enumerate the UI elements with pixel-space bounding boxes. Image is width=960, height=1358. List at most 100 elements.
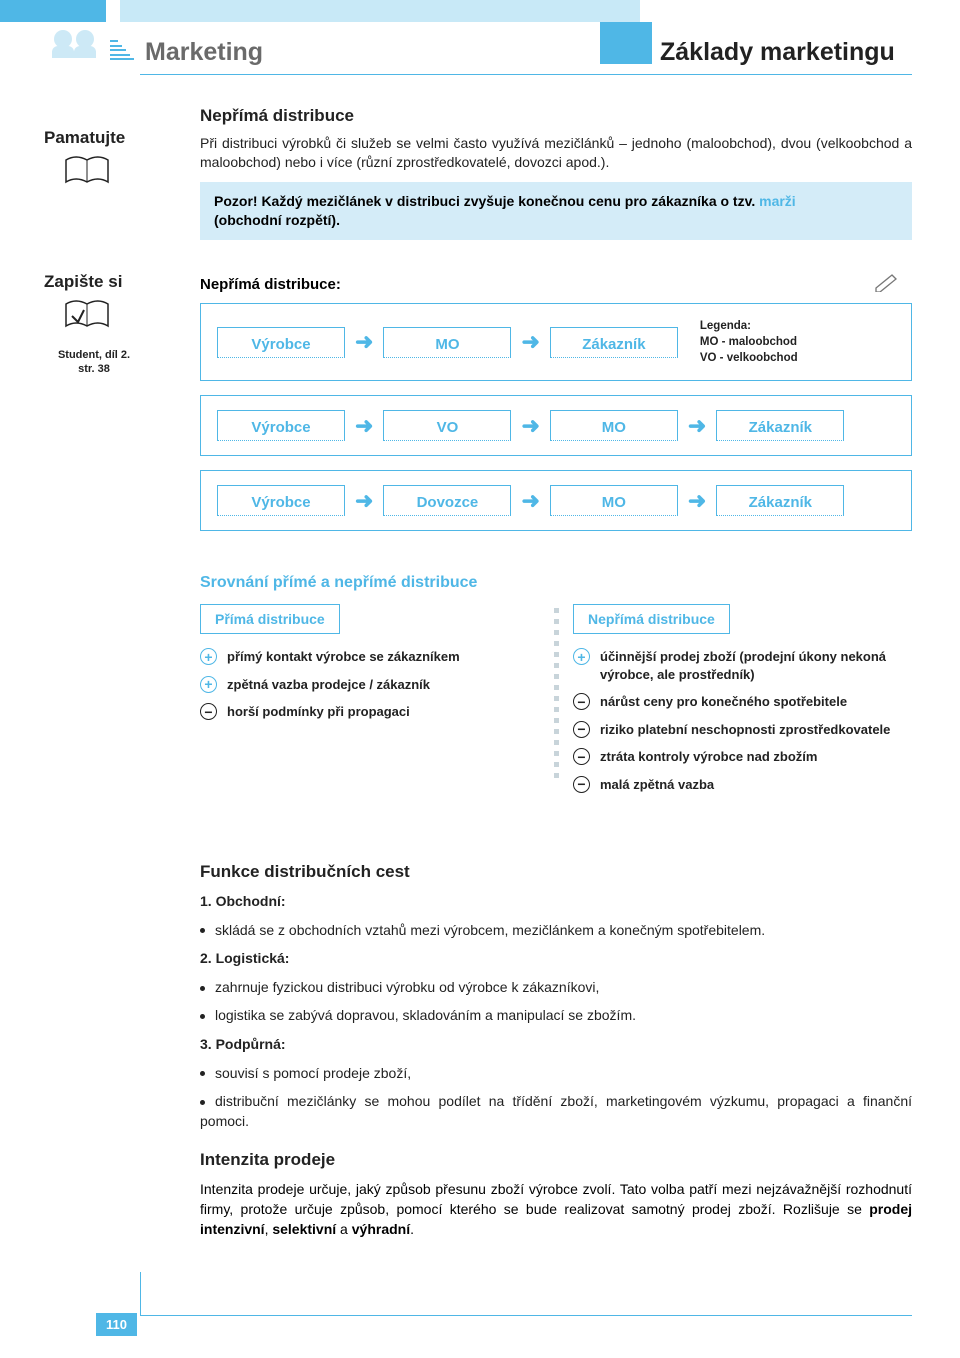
para-bold: selektivní xyxy=(272,1221,336,1237)
flow-box: Dovozce xyxy=(383,485,511,516)
item-text: souvisí s pomocí prodeje zboží, xyxy=(215,1065,411,1081)
flow-row-2: Výrobce ➜ VO ➜ MO ➜ Zákazník xyxy=(200,395,912,456)
intro-para: Při distribuci výrobků či služeb se velm… xyxy=(200,134,912,172)
minus-icon: − xyxy=(573,748,590,765)
list-item: logistika se zabývá dopravou, skladování… xyxy=(200,1006,912,1026)
flow-row-1: Výrobce ➜ MO ➜ Zákazník Legenda: MO - ma… xyxy=(200,303,912,381)
section-icon xyxy=(50,30,100,63)
list-item: + přímý kontakt výrobce se zákazníkem xyxy=(200,648,539,666)
list-item: −horší podmínky při propagaci xyxy=(200,703,539,721)
functions-title: Funkce distribučních cest xyxy=(200,862,912,882)
flow-box: Výrobce xyxy=(217,327,345,358)
header-corner xyxy=(0,0,106,22)
flow-box: MO xyxy=(550,485,678,516)
side-label-remember: Pamatujte xyxy=(44,128,194,148)
arrow-icon: ➜ xyxy=(521,329,539,355)
flow-box: MO xyxy=(550,410,678,441)
arrow-icon: ➜ xyxy=(355,329,373,355)
arrow-icon: ➜ xyxy=(521,488,539,514)
callout-text2: (obchodní rozpětí). xyxy=(214,212,340,228)
list-item: + zpětná vazba prodejce / zákazník xyxy=(200,676,539,694)
notebook-icon xyxy=(64,298,110,332)
comparison-title: Srovnání přímé a nepřímé distribuce xyxy=(200,574,912,592)
item-text: zahrnuje fyzickou distribuci výrobku od … xyxy=(215,979,599,995)
arrow-icon: ➜ xyxy=(355,413,373,439)
flow-box: Zákazník xyxy=(716,410,844,441)
list-item: zahrnuje fyzickou distribuci výrobku od … xyxy=(200,978,912,998)
legend-title: Legenda: xyxy=(700,320,751,332)
arrow-icon: ➜ xyxy=(521,413,539,439)
side-label-note: Zapište si xyxy=(44,272,194,292)
item-text: logistika se zabývá dopravou, skladování… xyxy=(215,1007,636,1023)
header-strip xyxy=(120,0,640,22)
para-text: . xyxy=(410,1221,414,1237)
item-text: malá zpětná vazba xyxy=(600,776,714,794)
plus-icon: + xyxy=(200,648,217,665)
header-lines-icon xyxy=(110,40,134,63)
list-item: 3. Podpůrná: xyxy=(200,1035,912,1055)
diagram-title: Nepřímá distribuce: xyxy=(200,276,912,293)
callout-text: Pozor! Každý mezičlánek v distribuci zvy… xyxy=(214,193,759,209)
list-item: 1. Obchodní: xyxy=(200,892,912,912)
flow-box: Zákazník xyxy=(716,485,844,516)
flow-legend: Legenda: MO - maloobchod VO - velkoobcho… xyxy=(700,318,798,366)
item-text: ztráta kontroly výrobce nad zbožím xyxy=(600,748,817,766)
plus-icon: + xyxy=(200,676,217,693)
item-text: horší podmínky při propagaci xyxy=(227,703,410,721)
header-rule xyxy=(140,74,912,75)
item-text: přímý kontakt výrobce se zákazníkem xyxy=(227,648,460,666)
warning-callout: Pozor! Každý mezičlánek v distribuci zvy… xyxy=(200,182,912,240)
item-text: zpětná vazba prodejce / zákazník xyxy=(227,676,430,694)
legend-line: VO - velkoobchod xyxy=(700,352,798,364)
arrow-icon: ➜ xyxy=(688,413,706,439)
list-item: souvisí s pomocí prodeje zboží, xyxy=(200,1064,912,1084)
item-text: distribuční mezičlánky se mohou podílet … xyxy=(200,1093,912,1129)
footer-rule xyxy=(140,1315,912,1316)
minus-icon: − xyxy=(573,721,590,738)
item-text: riziko platební neschopnosti zprostředko… xyxy=(600,721,890,739)
plus-icon: + xyxy=(573,648,590,665)
compare-left-title: Přímá distribuce xyxy=(200,604,340,634)
minus-icon: − xyxy=(573,693,590,710)
column-divider xyxy=(553,604,559,803)
subsection-title: Nepřímá distribuce xyxy=(200,106,912,126)
item-text: skládá se z obchodních vztahů mezi výrob… xyxy=(215,922,765,938)
flow-row-3: Výrobce ➜ Dovozce ➜ MO ➜ Zákazník xyxy=(200,470,912,531)
item-num: 1. Obchodní: xyxy=(200,893,286,909)
side-reference-1: Student, díl 2. xyxy=(44,348,144,362)
section-title: Základy marketingu xyxy=(660,38,895,67)
item-text: účinnější prodej zboží (prodejní úkony n… xyxy=(600,648,912,683)
chapter-title: Marketing xyxy=(145,38,263,67)
header-tab xyxy=(600,22,652,64)
flow-box: Zákazník xyxy=(550,327,678,358)
compare-right-title: Nepřímá distribuce xyxy=(573,604,730,634)
flow-box: Výrobce xyxy=(217,485,345,516)
callout-highlight: marži xyxy=(759,193,796,209)
minus-icon: − xyxy=(200,703,217,720)
item-num: 3. Podpůrná: xyxy=(200,1036,286,1052)
para-bold: výhradní xyxy=(352,1221,410,1237)
page-number: 110 xyxy=(96,1313,137,1336)
legend-line: MO - maloobchod xyxy=(700,336,797,348)
item-text: nárůst ceny pro konečného spotřebitele xyxy=(600,693,847,711)
list-item: −riziko platební neschopnosti zprostředk… xyxy=(573,721,912,739)
para-text: Intenzita prodeje určuje, jaký způsob př… xyxy=(200,1181,912,1217)
list-item: skládá se z obchodních vztahů mezi výrob… xyxy=(200,921,912,941)
arrow-icon: ➜ xyxy=(355,488,373,514)
pencil-icon xyxy=(874,272,900,297)
list-item: −malá zpětná vazba xyxy=(573,776,912,794)
item-num: 2. Logistická: xyxy=(200,950,289,966)
intensity-title: Intenzita prodeje xyxy=(200,1150,912,1170)
arrow-icon: ➜ xyxy=(688,488,706,514)
flow-box: MO xyxy=(383,327,511,358)
list-item: −nárůst ceny pro konečného spotřebitele xyxy=(573,693,912,711)
compare-col-left: Přímá distribuce + přímý kontakt výrobce … xyxy=(200,604,539,803)
intensity-para: Intenzita prodeje určuje, jaký způsob př… xyxy=(200,1180,912,1239)
book-icon xyxy=(64,154,110,188)
flow-box: Výrobce xyxy=(217,410,345,441)
footer-rule-vert xyxy=(140,1272,141,1316)
minus-icon: − xyxy=(573,776,590,793)
list-item: distribuční mezičlánky se mohou podílet … xyxy=(200,1092,912,1131)
list-item: 2. Logistická: xyxy=(200,949,912,969)
flow-box: VO xyxy=(383,410,511,441)
